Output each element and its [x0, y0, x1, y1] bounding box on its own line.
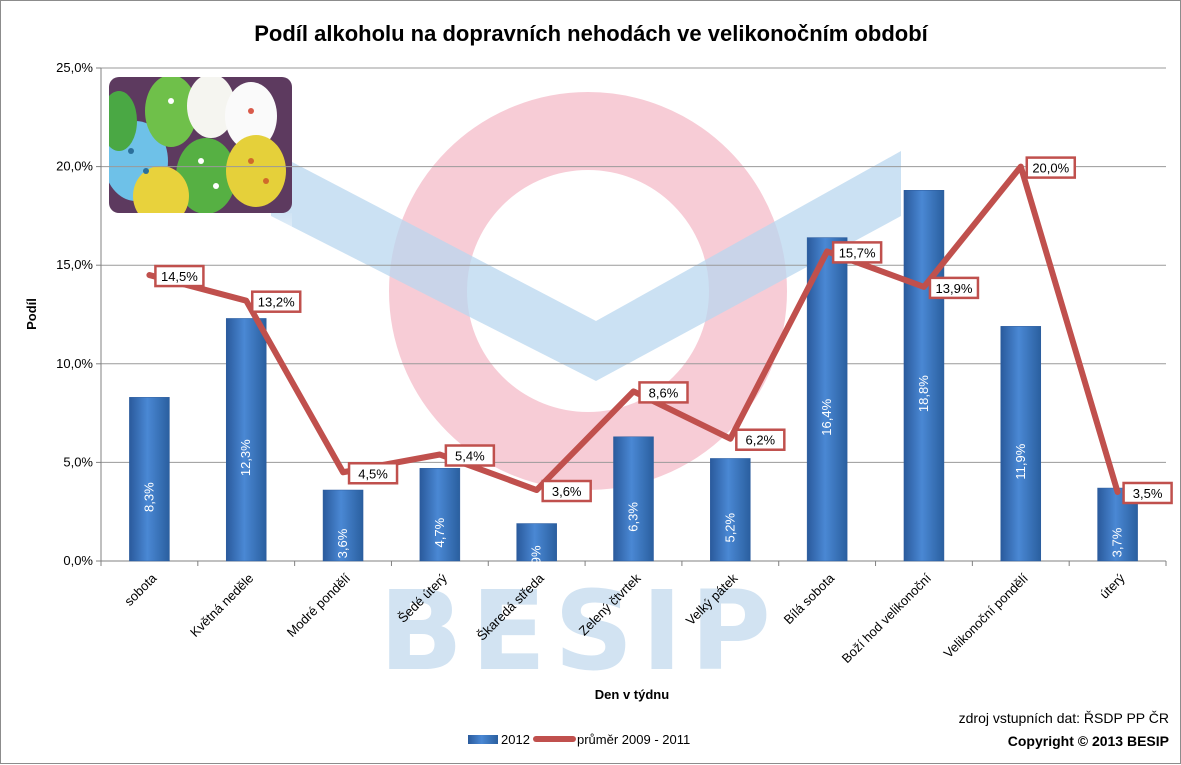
line-data-label-box [831, 241, 883, 264]
x-tick-label: úterý [1097, 570, 1128, 601]
bar-2012 [516, 523, 557, 562]
line-data-label-box [638, 381, 689, 404]
bar-2012 [1000, 326, 1042, 562]
average-line [146, 163, 1121, 495]
legend-label-average: průměr 2009 - 2011 [577, 732, 690, 747]
y-tick-label: 15,0% [56, 257, 93, 272]
bar-data-label: 3,6% [335, 528, 350, 558]
bar-2012 [806, 237, 848, 562]
watermark-text: BESIP [379, 567, 779, 695]
x-tick-label: Květná neděle [187, 571, 256, 640]
line-data-label-box [154, 264, 205, 288]
line-data-label: 8,6% [649, 385, 679, 400]
line-data-label-box [250, 290, 302, 313]
bar-2012 [710, 458, 751, 562]
legend: 2012 průměr 2009 - 2011 [468, 732, 690, 747]
source-note: zdroj vstupních dat: ŘSDP PP ČR [959, 710, 1169, 726]
bar-data-label: 16,4% [819, 398, 834, 435]
line-data-label: 13,9% [936, 281, 973, 296]
watermark-logo: BESIP [271, 92, 901, 695]
series-2012-bars: 8,3% 12,3% 3,6% 4,7% 1,9% 6,3% 5,2% 16,4% 18,8% 1… [129, 190, 1138, 575]
line-data-label-box [735, 428, 786, 451]
x-tick-label: Bílá sobota [781, 570, 838, 627]
line-data-label-box [347, 462, 399, 485]
bar-data-label: 6,3% [626, 502, 641, 532]
bar-data-label: 1,9% [529, 545, 544, 575]
line-data-label: 13,2% [258, 295, 295, 310]
bar-2012 [225, 318, 267, 562]
y-tick-label: 0,0% [63, 553, 93, 568]
line-data-label-box [1122, 481, 1173, 505]
bar-data-label: 8,3% [141, 482, 156, 512]
line-data-label: 6,2% [745, 433, 775, 448]
line-data-label: 3,5% [1133, 486, 1163, 501]
line-data-label-box [1025, 156, 1077, 179]
legend-swatch-2012 [468, 735, 498, 744]
y-tick-label: 25,0% [56, 60, 93, 75]
bar-data-label: 11,9% [1013, 443, 1028, 479]
easter-eggs-photo [109, 77, 292, 261]
line-data-label: 14,5% [161, 269, 198, 284]
bar-data-label: 3,7% [1110, 527, 1125, 557]
x-tick-label: Velikonoční pondělí [941, 570, 1032, 661]
line-data-label: 15,7% [839, 245, 876, 260]
bar-2012 [322, 489, 364, 562]
line-data-label: 5,4% [455, 449, 485, 464]
line-data-label: 4,5% [358, 466, 388, 481]
line-data-label-box [928, 276, 980, 300]
y-axis-title: Podíl [24, 298, 39, 330]
line-data-label: 3,6% [552, 484, 582, 499]
x-tick-label: sobota [121, 570, 160, 609]
y-tick-label: 20,0% [56, 159, 93, 174]
bar-2012 [903, 190, 945, 562]
line-data-label-box [541, 479, 592, 503]
bar-data-label: 12,3% [238, 439, 253, 476]
bar-2012 [129, 397, 170, 562]
bar-data-label: 5,2% [722, 512, 737, 542]
x-tick-label: Boží hod velikonoční [839, 570, 935, 666]
line-data-label: 20,0% [1032, 161, 1069, 176]
x-axis-title: Den v týdnu [595, 687, 669, 702]
series-average-line: 14,5% 13,2% 4,5% 5,4% 3,6% 8,6% 6,2% 15,7% 13,9%… [146, 156, 1173, 505]
y-tick-label: 5,0% [63, 454, 93, 469]
bar-2012 [419, 468, 461, 562]
line-data-label-box [444, 444, 496, 467]
x-tick-label: Modré pondělí [284, 570, 354, 640]
bar-data-label: 4,7% [432, 517, 447, 547]
y-axis: 0,0% 5,0% 10,0% 15,0% 20,0% 25,0% [56, 60, 101, 568]
legend-label-2012: 2012 [501, 732, 530, 747]
chart-title: Podíl alkoholu na dopravních nehodách ve… [254, 21, 928, 46]
y-tick-label: 10,0% [56, 356, 93, 371]
copyright-note: Copyright © 2013 BESIP [1008, 733, 1169, 749]
bar-2012 [613, 436, 654, 562]
bar-data-label: 18,8% [916, 375, 931, 412]
